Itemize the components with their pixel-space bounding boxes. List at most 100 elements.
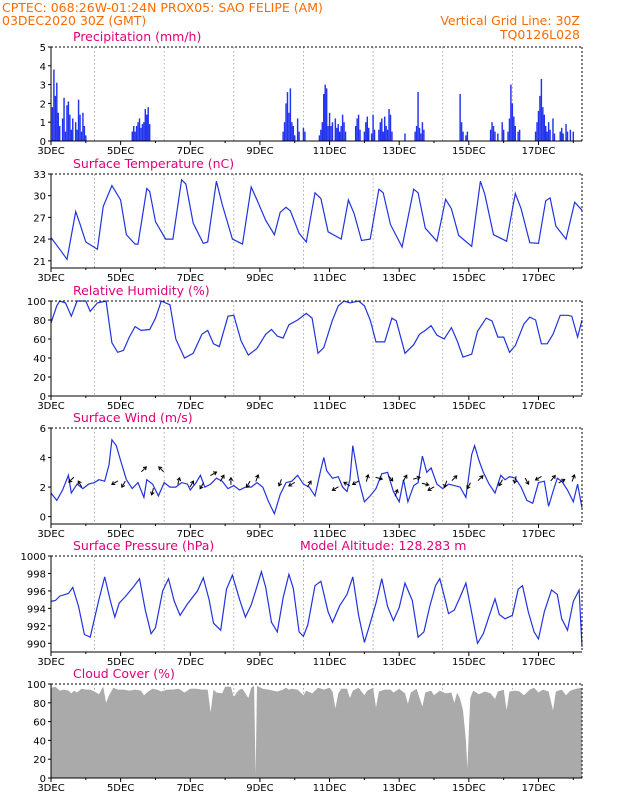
- x-tick-label: 3DEC: [37, 783, 64, 794]
- precip-bar: [336, 127, 338, 141]
- precip-bar: [134, 131, 136, 141]
- precip-bar: [370, 133, 373, 141]
- precip-bar: [63, 97, 65, 141]
- x-tick-label: 11DEC: [313, 273, 347, 284]
- y-tick-label: 4: [40, 62, 46, 73]
- precip-bar: [56, 82, 58, 141]
- pres-panel: 990 992 994 996 998 1000 3DEC 5DEC 7DEC 9DEC 11DEC…: [21, 538, 583, 668]
- wind-arrow: [158, 466, 165, 473]
- wind-arrow: [427, 486, 435, 491]
- wind-arrow-shaft: [332, 486, 339, 491]
- wind-arrow-shaft: [352, 480, 359, 485]
- wind-arrow-head: [416, 475, 421, 481]
- wind-arrow: [255, 474, 260, 482]
- precip-bar: [373, 129, 376, 141]
- wind-arrow-shaft: [278, 479, 282, 487]
- x-tick-label: 7DEC: [177, 273, 204, 284]
- precip-bar: [69, 114, 71, 141]
- wind-arrow-head: [512, 479, 518, 484]
- wind-arrow-head: [378, 476, 384, 481]
- y-tick-label: 100: [27, 680, 46, 691]
- wind-arrow: [68, 476, 75, 483]
- y-tick-label: 0: [40, 513, 46, 524]
- x-tick-label: 5DEC: [107, 529, 134, 540]
- wind-arrow-head: [77, 480, 82, 485]
- wind-arrow-shaft: [158, 466, 165, 473]
- wind-arrow-head: [571, 474, 576, 479]
- wind-arrow: [141, 466, 147, 473]
- precip-bar: [285, 103, 287, 141]
- precip-bar: [542, 107, 544, 141]
- x-tick-label: 3DEC: [37, 529, 64, 540]
- x-tick-label: 13DEC: [382, 146, 416, 157]
- wind-arrow-shaft: [111, 480, 119, 485]
- header: CPTEC: 068:26W-01:24N PROX05: SAO FELIPE…: [0, 0, 618, 46]
- precip-bar: [330, 125, 332, 141]
- wind-arrow-shaft: [210, 471, 217, 476]
- precip-bar: [414, 131, 416, 141]
- x-tick-label: 17DEC: [522, 529, 556, 540]
- wind-arrow: [550, 474, 556, 482]
- x-tick-label: 15DEC: [452, 146, 486, 157]
- y-tick-label: 80: [33, 699, 46, 710]
- wind-arrow: [498, 479, 503, 487]
- wind-arrow-head: [561, 478, 566, 483]
- wind-arrow-head: [110, 481, 116, 486]
- x-tick-label: 9DEC: [246, 401, 273, 412]
- rh-title: Relative Humidity (%): [73, 283, 210, 298]
- x-tick-label: 17DEC: [522, 401, 556, 412]
- wind-arrow-head: [453, 475, 458, 480]
- precip-bar: [79, 114, 81, 141]
- x-tick-label: 11DEC: [313, 146, 347, 157]
- rh-panel: 0 20 40 60 80 100 3DEC 5DEC 7DEC 9DEC 11DEC 13DEC 15…: [27, 283, 583, 412]
- x-tick-label: 7DEC: [177, 783, 204, 794]
- x-tick-label: 9DEC: [246, 657, 273, 668]
- wind-arrow-head: [245, 483, 250, 488]
- precip-bar: [562, 133, 564, 141]
- precip-bar: [518, 129, 521, 141]
- precip-bar: [460, 122, 463, 141]
- y-tick-label: 3: [40, 81, 46, 92]
- y-tick-label: 0: [40, 774, 46, 785]
- precip-bar: [70, 129, 73, 141]
- precip-bar: [296, 118, 299, 141]
- precip-bar: [51, 107, 54, 141]
- x-tick-label: 3DEC: [37, 146, 64, 157]
- wind-arrow: [77, 480, 83, 488]
- y-tick-label: 60: [33, 718, 46, 729]
- precip-bar: [388, 109, 390, 141]
- precip-bar: [382, 131, 384, 141]
- wind-arrow-head: [68, 478, 73, 483]
- precip-bar: [420, 133, 422, 141]
- cloud-area: [51, 685, 582, 778]
- y-tick-label: 996: [27, 587, 46, 598]
- wind-arrow-head: [307, 480, 312, 485]
- wind-arrow: [477, 475, 484, 482]
- y-tick-label: 4: [40, 454, 46, 465]
- wind-arrow-head: [394, 488, 399, 494]
- precip-bar: [57, 112, 59, 141]
- precip-bar: [357, 114, 360, 141]
- wind-arrow: [466, 482, 472, 490]
- x-tick-label: 17DEC: [522, 273, 556, 284]
- precip-bar: [372, 114, 374, 141]
- wind-arrow-head: [525, 480, 530, 486]
- wind-arrow-head: [277, 482, 283, 487]
- precip-bar: [148, 124, 151, 141]
- precip-bar: [389, 114, 392, 141]
- precip-bar: [66, 105, 68, 141]
- y-tick-label: 40: [33, 736, 46, 747]
- x-tick-label: 13DEC: [382, 529, 416, 540]
- x-tick-label: 7DEC: [177, 146, 204, 157]
- precip-bar: [534, 131, 537, 141]
- x-tick-label: 9DEC: [246, 529, 273, 540]
- precip-bar: [386, 129, 389, 141]
- precip-bar: [83, 125, 86, 141]
- precip-bar: [507, 131, 509, 141]
- wind-arrow: [413, 475, 421, 481]
- precip-bar: [325, 88, 328, 141]
- pres-line: [50, 569, 583, 647]
- x-tick-label: 13DEC: [382, 783, 416, 794]
- precip-bar: [320, 129, 322, 141]
- wind-arrow-shaft: [498, 479, 503, 486]
